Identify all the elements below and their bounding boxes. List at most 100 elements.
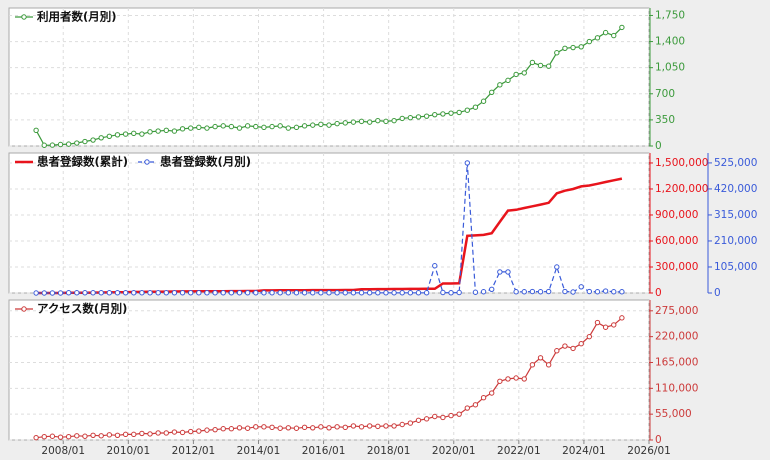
data-point — [33, 127, 39, 134]
data-point — [49, 142, 56, 148]
data-point — [310, 290, 316, 296]
data-point — [90, 290, 96, 296]
y2-tick-label: 0 — [714, 287, 721, 299]
legend-marker — [21, 306, 27, 312]
legend-label: 患者登録数(累計) — [37, 155, 128, 169]
data-point — [415, 114, 422, 120]
data-point — [391, 423, 397, 429]
data-point — [578, 284, 584, 290]
data-point — [139, 131, 145, 137]
legend-label: 患者登録数(月別) — [160, 155, 251, 169]
y-tick-label: 165,000 — [655, 356, 698, 368]
data-point — [301, 424, 308, 431]
data-point — [65, 141, 72, 147]
data-point — [464, 160, 471, 166]
y-tick-label: 275,000 — [655, 305, 698, 317]
x-tick-label: 2026/01 — [627, 445, 671, 457]
data-point — [171, 290, 178, 296]
data-point — [521, 376, 527, 382]
x-tick-label: 2022/01 — [497, 445, 541, 457]
data-point — [90, 432, 96, 439]
data-point — [545, 362, 552, 368]
data-point — [204, 427, 210, 433]
data-point — [440, 111, 446, 117]
data-point — [49, 433, 56, 439]
data-point — [293, 290, 300, 296]
data-point — [236, 125, 243, 131]
data-point — [82, 138, 88, 145]
data-point — [277, 290, 283, 296]
data-point — [74, 290, 80, 296]
data-point — [383, 290, 389, 296]
data-point — [171, 128, 178, 134]
data-point — [49, 290, 56, 296]
data-point — [253, 424, 259, 430]
data-point — [562, 288, 568, 295]
y2-tick-label: 525,000 — [714, 157, 757, 169]
data-point — [358, 424, 365, 430]
data-point — [187, 290, 194, 296]
data-point — [171, 429, 178, 435]
data-point — [155, 430, 161, 436]
data-point — [131, 431, 137, 438]
data-point — [619, 315, 625, 321]
data-point — [139, 430, 145, 437]
data-point — [513, 71, 519, 78]
data-point — [489, 286, 495, 292]
data-point — [505, 269, 511, 275]
data-point — [326, 425, 332, 431]
data-point — [529, 288, 536, 295]
x-tick-label: 2020/01 — [432, 445, 476, 457]
data-point — [253, 123, 259, 130]
data-point — [383, 118, 389, 125]
data-point — [334, 120, 340, 127]
data-point — [570, 44, 576, 51]
data-point — [391, 290, 397, 296]
data-point — [358, 290, 365, 296]
data-point — [228, 426, 235, 432]
data-point — [375, 423, 381, 430]
data-point — [310, 425, 316, 431]
data-point — [366, 423, 373, 429]
data-point — [497, 82, 503, 88]
data-point — [261, 290, 267, 296]
y-tick-label: 110,000 — [655, 382, 698, 394]
data-point — [456, 289, 462, 296]
data-point — [594, 319, 601, 326]
data-point — [244, 123, 251, 129]
data-point — [602, 29, 609, 36]
y-tick-label: 0 — [655, 287, 662, 299]
data-point — [236, 425, 243, 431]
y-tick-label: 1,050 — [655, 62, 685, 74]
data-point — [545, 288, 552, 295]
y-tick-label: 600,000 — [655, 235, 698, 247]
data-point — [106, 133, 113, 140]
data-point — [399, 290, 405, 296]
data-point — [114, 132, 121, 138]
data-point — [187, 125, 194, 131]
data-point — [350, 423, 357, 429]
data-point — [106, 290, 113, 296]
data-point — [350, 290, 357, 296]
x-tick-label: 2010/01 — [107, 445, 151, 457]
data-point — [163, 127, 169, 134]
data-point — [163, 430, 169, 436]
data-point — [570, 345, 576, 352]
y2-tick-label: 210,000 — [714, 235, 757, 247]
data-point — [212, 290, 218, 296]
data-point — [537, 355, 544, 361]
data-point — [489, 89, 495, 95]
data-point — [318, 121, 324, 128]
data-point — [114, 432, 121, 439]
data-point — [155, 290, 161, 296]
data-point — [334, 424, 340, 430]
data-point — [131, 130, 137, 137]
data-point — [310, 122, 316, 128]
data-point — [228, 123, 235, 130]
y-tick-label: 1,750 — [655, 9, 685, 21]
y-tick-label: 700 — [655, 88, 675, 100]
data-point — [204, 290, 210, 296]
x-tick-label: 2008/01 — [41, 445, 85, 457]
data-point — [277, 123, 283, 129]
